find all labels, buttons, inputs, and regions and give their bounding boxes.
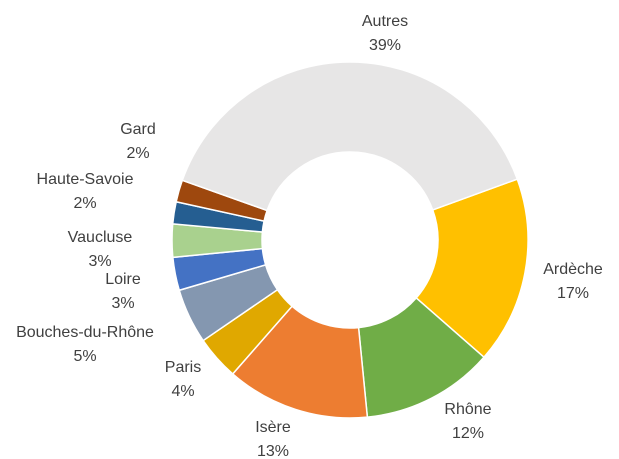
value-label: 12% — [452, 425, 484, 442]
slice — [415, 178, 529, 359]
slice-label: Vaucluse — [68, 229, 133, 246]
value-label: 3% — [88, 253, 111, 270]
slice-label: Rhône — [444, 401, 491, 418]
value-label: 17% — [557, 285, 589, 302]
value-label: 2% — [73, 195, 96, 212]
slice-label: Haute-Savoie — [37, 171, 134, 188]
slice-label: Loire — [105, 271, 141, 288]
slice-label: Ardèche — [543, 261, 603, 278]
value-label: 4% — [171, 383, 194, 400]
slice-label: Isère — [255, 419, 291, 436]
slice-label: Autres — [362, 13, 408, 30]
value-label: 3% — [111, 295, 134, 312]
slice-label: Paris — [165, 359, 201, 376]
slice-label: Gard — [120, 121, 156, 138]
value-label: 5% — [73, 348, 96, 365]
value-label: 2% — [126, 145, 149, 162]
value-label: 39% — [369, 37, 401, 54]
slice-label: Bouches-du-Rhône — [16, 324, 154, 341]
value-label: 13% — [257, 443, 289, 459]
slice — [181, 61, 519, 212]
